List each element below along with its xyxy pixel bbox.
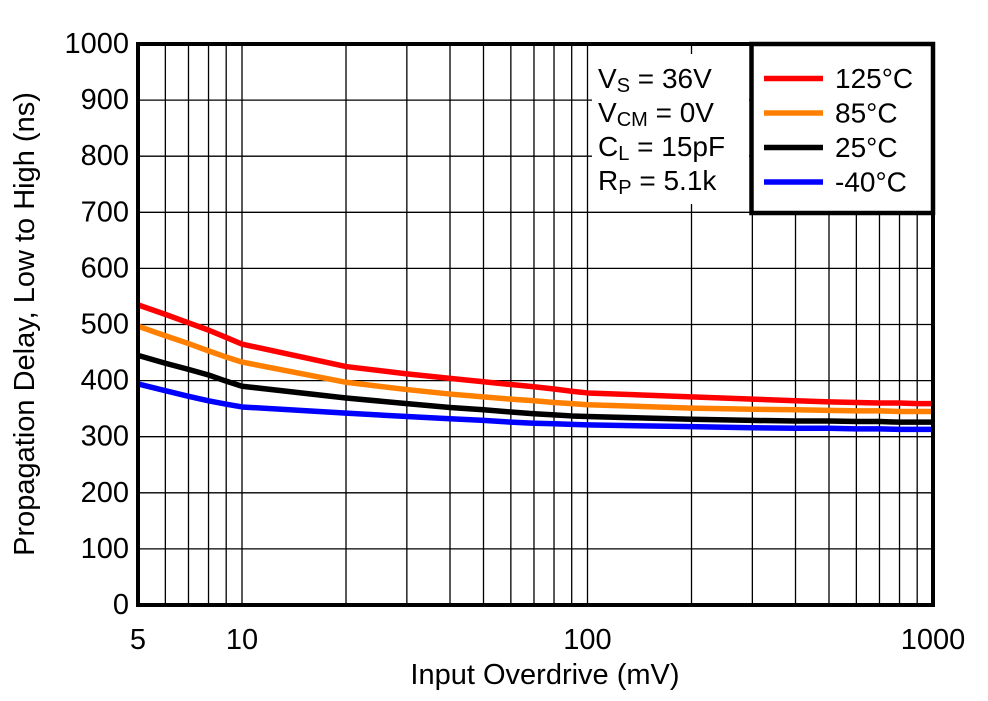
legend-label: 85°C	[835, 98, 898, 129]
y-tick-label: 500	[81, 309, 129, 341]
y-tick-label: 0	[113, 589, 129, 621]
data-curves	[137, 302, 933, 433]
annotation-line: VCM = 0V	[598, 97, 714, 132]
curve-85°C	[137, 323, 933, 415]
x-tick-label: 10	[226, 624, 258, 656]
y-tick-label: 800	[81, 140, 129, 172]
legend-box	[749, 41, 936, 216]
x-tick-label: 1000	[901, 624, 966, 656]
y-tick-label: 1000	[64, 28, 129, 60]
y-tick-label: 100	[81, 533, 129, 565]
legend-label: -40°C	[835, 167, 907, 198]
annotation-line: CL = 15pF	[598, 131, 725, 166]
legend-label: 25°C	[835, 132, 898, 163]
x-tick-label: 5	[130, 624, 146, 656]
plot-border	[136, 42, 935, 607]
legend: 125°C 85°C25°C -40°C	[749, 41, 936, 216]
annotation-line: RP = 5.1k	[598, 165, 717, 200]
curve-125°C	[137, 302, 933, 407]
y-tick-label: 600	[81, 252, 129, 284]
y-tick-label: 900	[81, 84, 129, 116]
y-tick-label: 400	[81, 365, 129, 397]
legend-label: 125°C	[835, 63, 913, 94]
annotation-line: VS = 36V	[598, 63, 712, 98]
x-tick-label: 100	[563, 624, 611, 656]
y-tick-label: 200	[81, 477, 129, 509]
y-tick-label: 700	[81, 196, 129, 228]
tick-labels: 0 100 200 300 400 500 600 700 800 900 1000 5 10 100 10…	[64, 28, 965, 656]
x-axis-title: Input Overdrive (mV)	[410, 659, 679, 691]
curve--40°C	[137, 381, 933, 433]
curve-25°C	[137, 352, 933, 425]
y-tick-label: 300	[81, 421, 129, 453]
annotation-background	[592, 54, 749, 204]
y-axis-title: Propagation Delay, Low to High (ns)	[9, 92, 41, 556]
